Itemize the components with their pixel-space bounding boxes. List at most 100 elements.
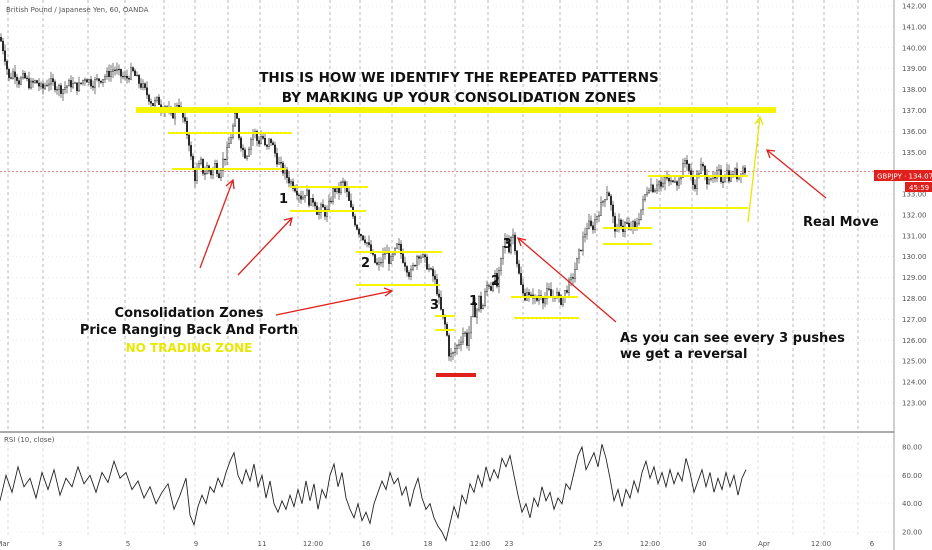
time-tick-label: 12:00 <box>640 540 660 548</box>
price-tick-label: 133.00 <box>902 191 927 199</box>
candle <box>654 187 657 193</box>
candle <box>688 163 691 175</box>
candle <box>330 196 333 204</box>
candle <box>141 79 144 91</box>
candle <box>406 264 409 277</box>
candle <box>42 80 45 95</box>
no-trading-zone: NO TRADING ZONE <box>126 341 253 355</box>
candle <box>480 291 483 313</box>
candle <box>528 288 531 302</box>
candle <box>608 191 611 197</box>
candle <box>454 342 457 356</box>
candle <box>592 221 595 234</box>
time-tick-label: 3 <box>58 540 62 548</box>
price-tick-label: 126.00 <box>902 337 927 345</box>
candle <box>696 170 699 196</box>
candle <box>586 222 589 240</box>
candle <box>217 169 220 179</box>
candle <box>700 157 703 175</box>
rsi-tick-label: 80.00 <box>902 444 922 452</box>
candle <box>22 70 25 80</box>
candle <box>612 200 615 224</box>
candle <box>0 33 2 42</box>
candle <box>147 93 150 105</box>
candle <box>520 266 523 286</box>
candle <box>380 257 383 267</box>
yellow-arrow <box>747 115 764 223</box>
candle <box>534 294 537 304</box>
time-tick-label: 6 <box>870 540 875 548</box>
badge-symbol-price: GBPJPY · 134.073 <box>877 173 932 181</box>
candle <box>706 169 709 190</box>
candle <box>89 75 92 90</box>
price-tick-label: 132.00 <box>902 211 927 219</box>
candle <box>522 278 525 298</box>
candle <box>588 213 591 230</box>
candle <box>400 240 403 259</box>
candle <box>75 82 78 95</box>
candle <box>111 62 114 78</box>
candle <box>396 243 399 249</box>
candle <box>312 194 315 207</box>
candle <box>606 185 609 201</box>
price-tick-label: 131.00 <box>902 232 927 240</box>
candle <box>225 141 228 166</box>
candle <box>426 253 429 270</box>
candle <box>223 158 226 166</box>
candle <box>596 215 599 223</box>
price-tick-label: 124.00 <box>902 379 927 387</box>
price-tick-label: 139.00 <box>902 65 927 73</box>
candle <box>464 331 467 337</box>
candle <box>288 171 291 188</box>
candle <box>189 141 192 161</box>
candle <box>408 270 411 280</box>
candle <box>510 235 513 255</box>
candle <box>115 62 118 75</box>
candle <box>658 180 661 192</box>
candle <box>434 270 437 285</box>
candle <box>422 253 425 259</box>
candle <box>382 247 385 268</box>
candle <box>123 70 126 81</box>
candle <box>101 78 104 87</box>
candle <box>272 140 275 146</box>
candle <box>332 186 335 205</box>
candle <box>2 37 5 55</box>
candle <box>38 78 41 91</box>
candle <box>360 233 363 241</box>
candle <box>258 136 261 147</box>
push-label: 1 <box>279 192 288 207</box>
time-tick-label: Apr <box>758 540 770 548</box>
candle <box>624 221 627 238</box>
chart-grid <box>0 0 894 538</box>
candle <box>103 73 106 84</box>
push-label: 2 <box>491 274 500 289</box>
candle <box>594 213 597 234</box>
candle <box>241 144 244 157</box>
candle <box>83 77 86 86</box>
candle <box>264 133 267 147</box>
time-tick-label: 16 <box>362 540 371 548</box>
candle <box>456 343 459 355</box>
candle <box>107 64 110 82</box>
candle <box>374 253 377 264</box>
candle <box>552 289 555 303</box>
candle <box>326 205 329 222</box>
candle <box>660 176 663 192</box>
candle <box>604 198 607 208</box>
candle <box>105 67 108 80</box>
arrows <box>199 115 827 323</box>
rsi-tick-label: 60.00 <box>902 472 922 480</box>
candle <box>316 202 319 215</box>
candle <box>127 75 130 83</box>
time-tick-label: 30 <box>698 540 707 548</box>
price-tick-label: 135.00 <box>902 149 927 157</box>
reversal-note-1: As you can see every 3 pushes <box>620 331 845 346</box>
price-tick-label: 130.00 <box>902 253 927 261</box>
candle <box>237 117 240 141</box>
candle <box>492 281 495 293</box>
candle <box>328 194 331 212</box>
candle <box>494 270 497 285</box>
candle <box>728 164 731 184</box>
candle <box>582 231 585 256</box>
